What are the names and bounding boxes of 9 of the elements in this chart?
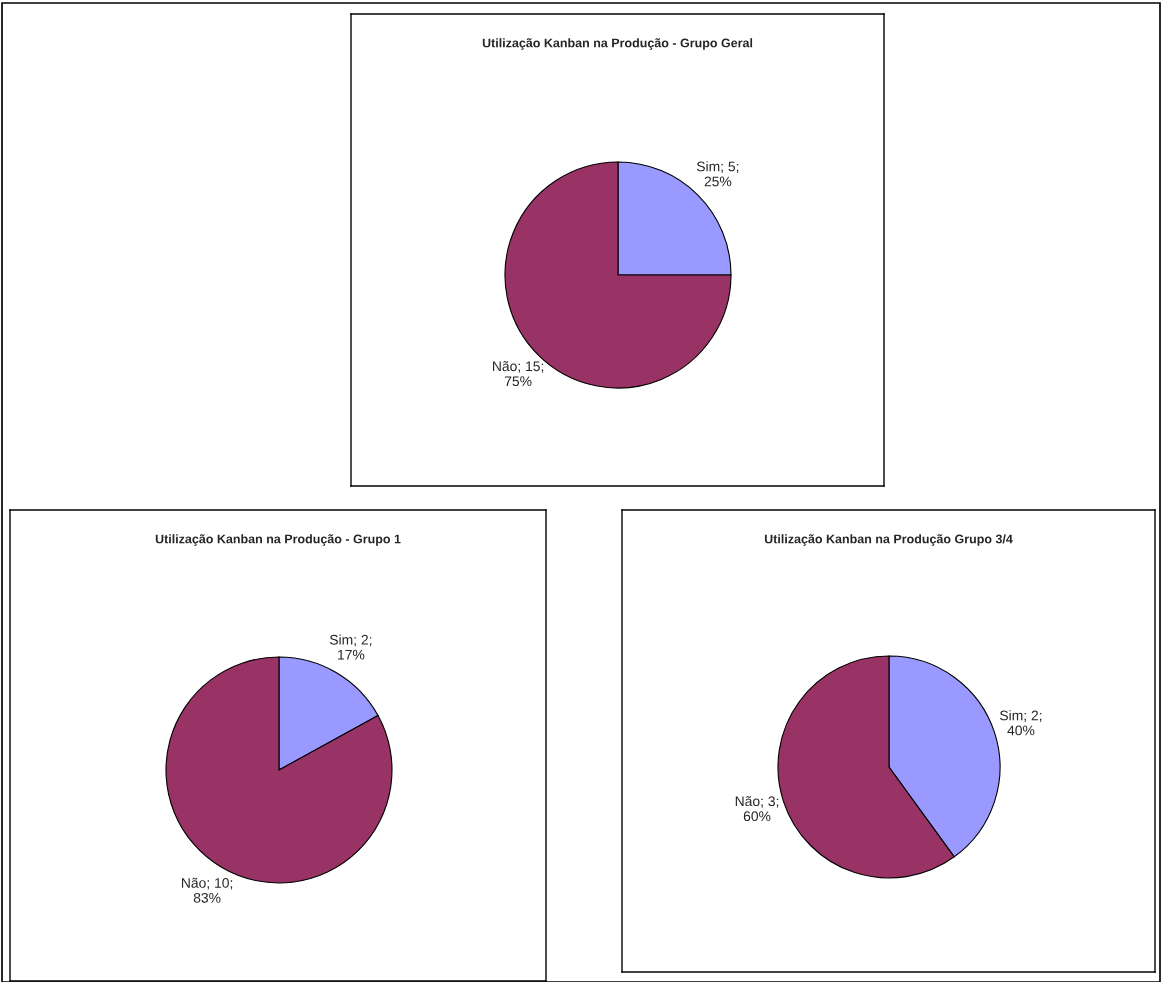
slice-label: Sim; 5; 25% <box>696 161 739 187</box>
chart-title: Utilização Kanban na Produção - Grupo 1 <box>155 534 401 546</box>
slice-label: Não; 3; 60% <box>735 796 779 822</box>
chart-title: Utilização Kanban na Produção Grupo 3/4 <box>764 534 1013 546</box>
slice-label: Sim; 2; 40% <box>999 710 1042 736</box>
chart-title: Utilização Kanban na Produção - Grupo Geral <box>482 38 753 50</box>
slice-label: Sim; 2; 17% <box>329 634 372 660</box>
slice-label: Não; 15; 75% <box>493 361 544 387</box>
slice-label: Não; 10; 83% <box>181 877 233 903</box>
